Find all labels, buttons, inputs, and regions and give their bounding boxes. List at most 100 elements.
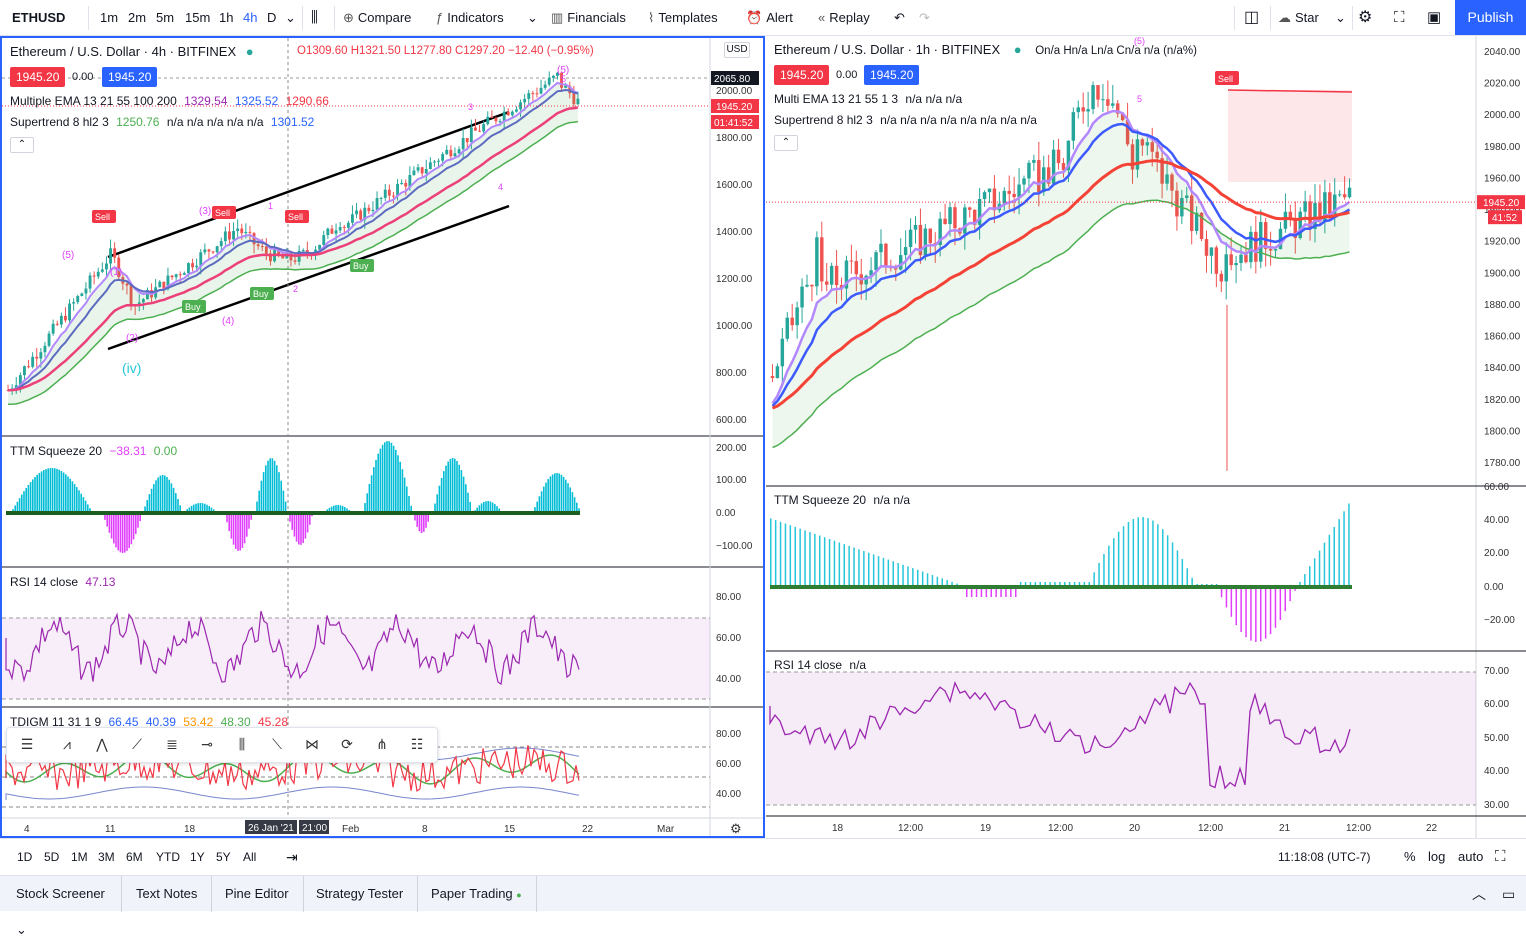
range-5D[interactable]: 5D [44,850,60,864]
ttm-bar [478,505,481,513]
price-tick: 1860.00 [1484,332,1521,343]
cycle-icon[interactable]: ⟳ [341,736,353,752]
horizontal-ray-icon[interactable]: ⊸ [201,736,213,752]
candles-icon[interactable]: ⫼ [311,9,318,26]
candle-body [404,182,408,187]
alert-button[interactable]: ⏰ Alert [746,0,793,36]
bar-chart-icon: ▥ [551,10,564,25]
tab-stock-screener[interactable]: Stock Screener ⌄ [2,876,122,937]
range-1M[interactable]: 1M [71,850,88,864]
layout-icon[interactable]: ◫ [1244,9,1260,26]
percent-toggle[interactable]: % [1404,849,1416,864]
tab-paper-trading[interactable]: Paper Trading ● [417,876,537,912]
ttm-bar [295,513,298,542]
left-chart-canvas[interactable]: 2000.001800.001600.001400.001200.001000.… [2,38,763,836]
tab-text-notes[interactable]: Text Notes [122,876,213,912]
ttm-bar [1318,550,1321,587]
symbol-search[interactable]: ETHUSD [12,10,66,25]
range-1Y[interactable]: 1Y [190,850,205,864]
menu-lines-icon[interactable]: ☰ [20,736,34,752]
fib-icon[interactable]: ≣ [166,736,178,752]
bars-pattern-icon[interactable]: ⫼ [238,736,246,752]
ttm-bar [946,580,948,587]
auto-toggle[interactable]: auto [1458,849,1484,864]
range-6M[interactable]: 6M [126,850,143,864]
candle-body [1293,220,1298,238]
candle-body [486,116,490,125]
compare-button[interactable]: ⊕ Compare [343,0,411,36]
collapse-legend-button[interactable]: ⌃ [10,137,34,153]
time-tick: 12:00 [898,823,923,834]
ttm-bar [199,503,202,513]
gear-icon[interactable]: ⚙ [1358,9,1373,26]
candle-body [1268,248,1273,251]
chevron-down-icon[interactable]: ⌄ [285,10,296,25]
line-tool-icon[interactable]: ⟍ [272,736,282,752]
indicators-button[interactable]: ƒ Indicators [436,0,504,36]
candle-body [800,286,804,308]
range-1D[interactable]: 1D [17,850,33,864]
ttm-bar [1220,587,1223,598]
tab-pine-editor[interactable]: Pine Editor [211,876,304,912]
sell-price-button[interactable]: 1945.20 [774,65,830,85]
head-shoulders-icon[interactable]: ⋈ [305,736,319,752]
clock-display[interactable]: 11:18:08 (UTC-7) [1278,850,1371,864]
log-toggle[interactable]: log [1428,849,1446,864]
range-3M[interactable]: 3M [98,850,115,864]
star-button[interactable]: ☁ Star [1278,0,1319,36]
maximize-icon[interactable]: ▭ [1502,886,1516,902]
ema-21-line [7,88,579,392]
left-chart-pane[interactable]: 2000.00 1800.00 1600.00 1400.00 1200.00 1000.… [0,36,765,838]
interval-D[interactable]: D [267,10,277,25]
abcd-pattern-icon[interactable]: ⋀ [96,736,108,752]
right-chart-canvas[interactable]: 2040.002020.002000.001980.001960.001940.… [766,36,1526,838]
range-YTD[interactable]: YTD [156,850,180,864]
candle-body [412,170,416,176]
currency-badge[interactable]: USD [724,42,750,58]
chevron-down-icon[interactable]: ⌄ [1335,10,1346,25]
templates-button[interactable]: ⌇ Templates [648,0,718,36]
candle-body [174,274,178,278]
expand-icon[interactable]: ⛶ [1495,848,1506,865]
settings-lines-icon[interactable]: ☷ [410,736,424,752]
interval-15m[interactable]: 15m [185,10,211,25]
right-chart-pane[interactable]: 2040.002020.002000.001980.001960.001940.… [766,36,1526,838]
ttm-bar [578,508,580,513]
sell-price-button[interactable]: 1945.20 [10,67,66,87]
rsi-value: 47.13 [85,575,116,589]
range-5Y[interactable]: 5Y [216,850,231,864]
goto-date-icon[interactable]: ⇥ [286,849,298,865]
buy-price-button[interactable]: 1945.20 [864,65,920,85]
pitchfork-icon[interactable]: ⋔ [376,736,388,752]
chevron-down-icon[interactable]: ⌄ [527,10,538,25]
ttm-bar [1108,545,1110,587]
tab-strategy-tester[interactable]: Strategy Tester [302,876,419,912]
ttm-bar [164,475,166,513]
range-All[interactable]: All [243,850,257,864]
price-tick: 1920.00 [1484,237,1521,248]
redo-icon[interactable]: ↷ [919,10,930,25]
ttm-bar [1157,524,1159,587]
candle-body [1091,85,1095,110]
interval-2m[interactable]: 2m [128,10,147,25]
buy-price-button[interactable]: 1945.20 [102,67,158,87]
replay-button[interactable]: «Replay [818,0,870,36]
ema-value-2: 1325.52 [234,94,279,108]
collapse-legend-button[interactable]: ⌃ [774,135,798,151]
trend-line-icon[interactable]: ⟋ [132,736,142,752]
chevron-up-icon[interactable]: ︿ [1472,886,1486,902]
ttm-bar [828,538,831,587]
wave-pattern-icon[interactable]: ⩘ [63,736,71,752]
undo-icon[interactable]: ↶ [894,10,905,25]
fullscreen-icon[interactable]: ⛶ [1394,9,1405,26]
camera-icon[interactable]: ▣ [1427,9,1442,26]
interval-1h[interactable]: 1h [219,10,234,25]
candle-body [375,198,379,210]
publish-button[interactable]: Publish [1455,0,1526,35]
financials-button[interactable]: ▥ Financials [551,0,626,36]
ema-55-line [7,106,579,392]
interval-1m[interactable]: 1m [100,10,119,25]
interval-4h[interactable]: 4h [243,10,258,25]
candle-body [416,167,420,171]
interval-5m[interactable]: 5m [156,10,175,25]
